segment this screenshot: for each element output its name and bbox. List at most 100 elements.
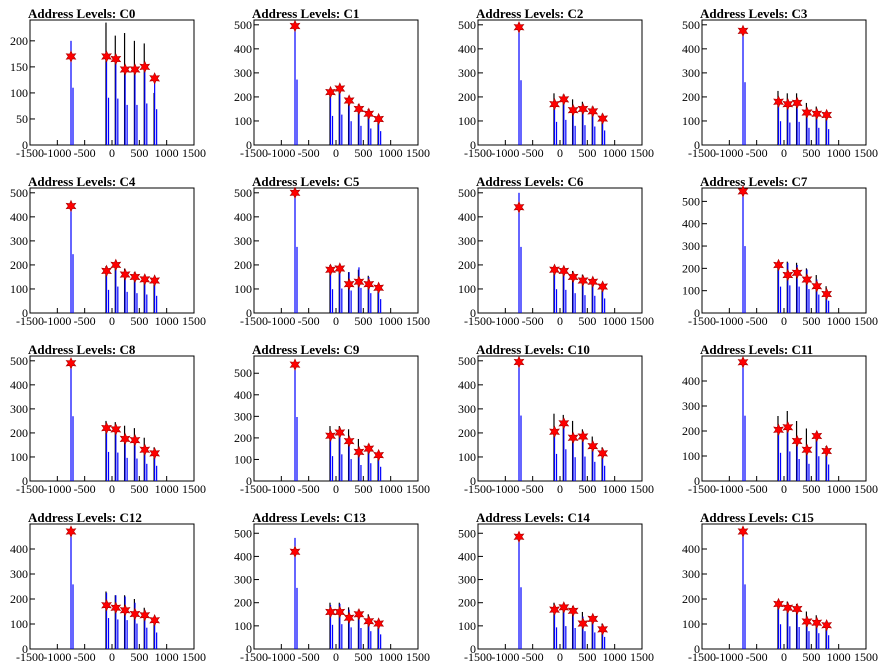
x-tick-label: 500 (354, 146, 372, 160)
level-marker (737, 24, 749, 38)
level-marker (334, 82, 346, 95)
y-tick-label: 200 (458, 258, 476, 272)
level-marker (577, 617, 589, 630)
level-marker (801, 615, 813, 628)
level-marker (587, 612, 599, 626)
level-marker (343, 277, 355, 291)
chart-panel: Address Levels: C9 0 100 200 300 400 500 -1500-… (224, 336, 448, 504)
level-marker (773, 95, 784, 108)
x-tick-label: 500 (354, 314, 372, 328)
y-tick-label: 300 (458, 402, 476, 416)
x-tick-label: 1000 (603, 146, 627, 160)
chart-title: Address Levels: C6 (476, 174, 584, 189)
x-tick-label: -1500 (240, 650, 268, 664)
y-tick-label: 200 (10, 592, 28, 606)
chart-panel: Address Levels: C2 0 100 200 300 400 500 -1500-… (448, 0, 672, 168)
level-marker (821, 619, 833, 632)
chart-panel: Address Levels: C0 0 50 100 150 200 -1500 -1000… (0, 0, 224, 168)
level-marker (737, 356, 749, 369)
y-tick-label: 100 (682, 449, 700, 463)
x-tick-label: -1000 (43, 146, 71, 160)
y-tick-label: 400 (10, 210, 28, 224)
x-tick-label: -500 (746, 650, 768, 664)
level-marker (129, 607, 141, 621)
level-marker (101, 50, 112, 63)
x-tick-label: -500 (298, 650, 320, 664)
level-marker (811, 279, 823, 293)
y-tick-label: 0 (246, 642, 252, 656)
y-tick-label: 200 (458, 596, 476, 610)
y-tick-label: 100 (234, 619, 252, 633)
level-marker (149, 72, 161, 85)
x-tick-label: -500 (746, 146, 768, 160)
y-tick-label: 100 (458, 114, 476, 128)
chart-title: Address Levels: C14 (476, 510, 590, 525)
x-tick-label: 0 (557, 650, 563, 664)
level-marker (129, 433, 141, 447)
chart-svg: Address Levels: C40100200300400500-1500-… (10, 174, 206, 328)
y-tick-label: 400 (234, 549, 252, 563)
chart-panel: Address Levels: C3 0 100 200 300 400 500 -1500-… (672, 0, 896, 168)
chart-svg: Address Levels: C12 0 100 200 300 400 -1500 -10… (10, 510, 206, 664)
level-marker (353, 445, 365, 459)
x-tick-label: 0 (781, 314, 787, 328)
plot-frame (29, 355, 195, 482)
level-marker (343, 434, 355, 448)
level-marker (65, 50, 77, 63)
y-tick-label: 100 (10, 86, 28, 100)
x-tick-label: 0 (109, 314, 115, 328)
y-tick-label: 200 (458, 90, 476, 104)
level-marker (139, 609, 151, 622)
chart-title: Address Levels: C3 (700, 6, 808, 21)
x-tick-label: -1500 (16, 314, 44, 328)
plot-frame (477, 187, 643, 314)
level-marker (737, 525, 749, 538)
y-tick-label: 300 (234, 409, 252, 423)
x-tick-label: 1500 (406, 314, 430, 328)
y-tick-label: 300 (458, 234, 476, 248)
y-tick-label: 100 (234, 452, 252, 466)
x-tick-label: 500 (802, 146, 820, 160)
x-tick-label: 0 (109, 482, 115, 496)
level-marker (139, 443, 151, 456)
x-tick-label: 1000 (603, 650, 627, 664)
x-tick-label: -500 (746, 482, 768, 496)
level-marker (65, 199, 77, 213)
level-marker (373, 112, 385, 126)
level-marker (110, 423, 122, 436)
chart-title: Address Levels: C11 (700, 342, 813, 357)
plot-frame (29, 19, 195, 146)
y-tick-label: 200 (10, 258, 28, 272)
level-marker (791, 266, 803, 280)
chart-panel: Address Levels: C1 0 100 200 300 400 500 -1500-… (224, 0, 448, 168)
chart-title: Address Levels: C12 (28, 510, 142, 525)
y-tick-label: 200 (10, 426, 28, 440)
x-tick-label: -1000 (43, 482, 71, 496)
x-tick-label: 1500 (630, 482, 654, 496)
x-tick-label: 1000 (155, 482, 179, 496)
level-marker (587, 275, 599, 288)
y-tick-label: 300 (682, 567, 700, 581)
y-tick-label: 400 (10, 378, 28, 392)
level-marker (567, 431, 579, 444)
level-marker (110, 601, 122, 614)
y-tick-label: 100 (682, 114, 700, 128)
level-marker (139, 273, 151, 286)
x-tick-label: -500 (522, 650, 544, 664)
level-marker (597, 623, 609, 636)
chart-svg: Address Levels: C13 0 100 200 300 400 500 -1500… (234, 510, 430, 664)
level-marker (782, 421, 794, 434)
y-tick-label: 200 (10, 34, 28, 48)
y-tick-label: 300 (682, 66, 700, 80)
x-tick-label: 1500 (630, 650, 654, 664)
level-marker (110, 258, 122, 272)
level-marker (334, 262, 346, 275)
x-tick-label: 500 (130, 650, 148, 664)
level-marker (373, 281, 385, 295)
x-tick-label: 1000 (155, 314, 179, 328)
x-tick-label: -1500 (240, 146, 268, 160)
y-tick-label: 0 (22, 306, 28, 320)
y-tick-label: 0 (22, 642, 28, 656)
level-marker (549, 425, 560, 438)
level-marker (149, 614, 161, 627)
